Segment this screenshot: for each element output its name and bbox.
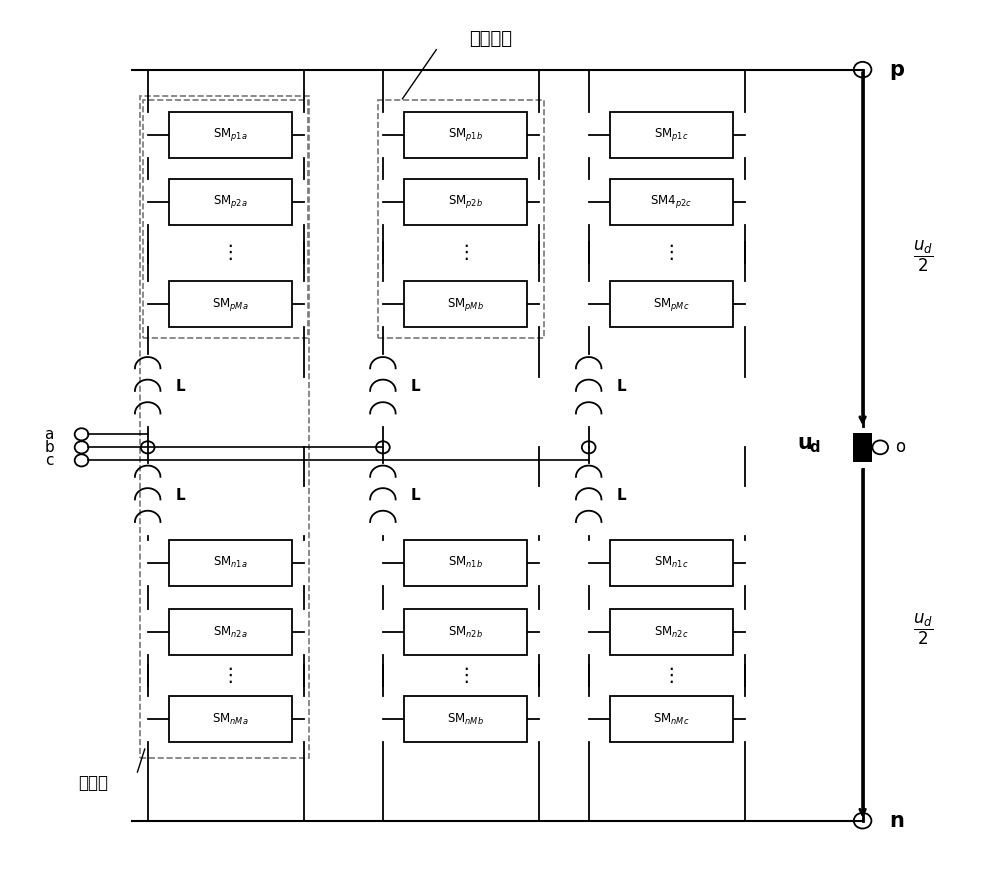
FancyBboxPatch shape: [610, 696, 733, 742]
FancyBboxPatch shape: [610, 179, 733, 225]
FancyBboxPatch shape: [404, 112, 527, 158]
Text: SM$_{nMb}$: SM$_{nMb}$: [447, 711, 484, 727]
Text: SM$_{pMc}$: SM$_{pMc}$: [653, 296, 690, 313]
Text: b: b: [44, 439, 54, 455]
FancyBboxPatch shape: [610, 281, 733, 327]
Text: SM$_{p1a}$: SM$_{p1a}$: [213, 127, 248, 144]
Text: 桥臂单元: 桥臂单元: [469, 30, 512, 48]
Text: ⋮: ⋮: [456, 666, 475, 685]
Text: SM$_{nMc}$: SM$_{nMc}$: [653, 711, 690, 727]
FancyBboxPatch shape: [169, 281, 292, 327]
FancyBboxPatch shape: [404, 540, 527, 586]
FancyBboxPatch shape: [169, 610, 292, 656]
Text: SM$_{n2c}$: SM$_{n2c}$: [654, 625, 689, 640]
Text: SM$_{nMa}$: SM$_{nMa}$: [212, 711, 249, 727]
Text: L: L: [410, 379, 420, 394]
FancyBboxPatch shape: [853, 432, 872, 462]
Text: SM$_{p2b}$: SM$_{p2b}$: [448, 193, 483, 210]
Text: L: L: [616, 487, 626, 502]
Text: L: L: [175, 379, 185, 394]
FancyBboxPatch shape: [610, 112, 733, 158]
Text: SM$_{pMa}$: SM$_{pMa}$: [212, 296, 249, 313]
Text: SM$_{n2a}$: SM$_{n2a}$: [213, 625, 248, 640]
Text: SM$_{p1c}$: SM$_{p1c}$: [654, 127, 689, 144]
Text: SM$_{pMb}$: SM$_{pMb}$: [447, 296, 484, 313]
Text: $\mathit{\mathbf{u}}_{\!\mathit{\mathbf{d}}}$: $\mathit{\mathbf{u}}_{\!\mathit{\mathbf{…: [797, 435, 821, 455]
Text: ⋮: ⋮: [221, 244, 240, 262]
Text: p: p: [889, 59, 904, 80]
Text: SM$_{n1c}$: SM$_{n1c}$: [654, 556, 689, 571]
FancyBboxPatch shape: [169, 696, 292, 742]
FancyBboxPatch shape: [169, 540, 292, 586]
FancyBboxPatch shape: [169, 112, 292, 158]
FancyBboxPatch shape: [610, 610, 733, 656]
Text: SM$_{p2a}$: SM$_{p2a}$: [213, 193, 248, 210]
Text: ⋮: ⋮: [221, 666, 240, 685]
FancyBboxPatch shape: [404, 281, 527, 327]
Text: SM$_{n1b}$: SM$_{n1b}$: [448, 556, 483, 571]
FancyBboxPatch shape: [169, 179, 292, 225]
Text: ⋮: ⋮: [662, 666, 681, 685]
Text: L: L: [410, 487, 420, 502]
Text: SM$_{p1b}$: SM$_{p1b}$: [448, 127, 483, 144]
Text: L: L: [616, 379, 626, 394]
Text: L: L: [175, 487, 185, 502]
Text: 相单元: 相单元: [78, 774, 108, 792]
FancyBboxPatch shape: [404, 696, 527, 742]
Text: SM$_{n1a}$: SM$_{n1a}$: [213, 556, 248, 571]
Text: c: c: [45, 453, 53, 468]
Text: SM$_{n2b}$: SM$_{n2b}$: [448, 625, 483, 640]
Text: SM4$_{p2c}$: SM4$_{p2c}$: [650, 193, 693, 210]
Text: $\dfrac{u_d}{2}$: $\dfrac{u_d}{2}$: [913, 238, 934, 274]
FancyBboxPatch shape: [404, 610, 527, 656]
Text: n: n: [889, 811, 904, 831]
Text: ⋮: ⋮: [456, 244, 475, 262]
Text: $\dfrac{u_d}{2}$: $\dfrac{u_d}{2}$: [913, 612, 934, 648]
Text: o: o: [895, 439, 905, 456]
Text: a: a: [45, 427, 54, 442]
Text: ⋮: ⋮: [662, 244, 681, 262]
FancyBboxPatch shape: [404, 179, 527, 225]
FancyBboxPatch shape: [610, 540, 733, 586]
